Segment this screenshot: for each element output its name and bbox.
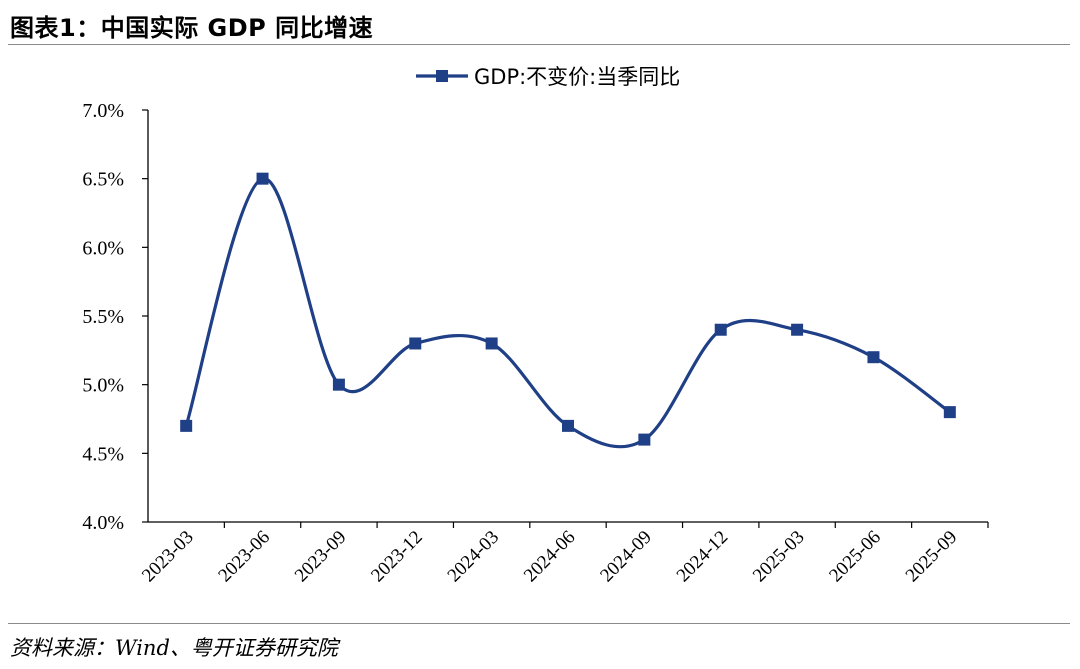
y-tick-label: 5.0% (82, 375, 124, 397)
chart-legend: GDP:不变价:当季同比 (416, 65, 680, 89)
data-point-marker (256, 172, 269, 185)
data-point-marker (332, 378, 345, 391)
data-point-marker (867, 351, 880, 364)
data-point-marker (791, 323, 804, 336)
chart-axes: 4.0% 4.5% 5.0% 5.5% 6.0% 6.5% 7.0% 2023-03 2023-… (82, 100, 989, 587)
x-tick-label: 2023-03 (138, 527, 198, 587)
x-tick-label: 2024-09 (596, 527, 656, 587)
data-point-marker (943, 406, 956, 419)
x-tick-label: 2024-03 (444, 527, 504, 587)
data-point-marker (714, 323, 727, 336)
series-line (184, 177, 951, 449)
x-tick-label: 2023-09 (291, 527, 351, 587)
title-divider (8, 44, 1070, 45)
data-point-marker (180, 419, 193, 432)
x-tick-label: 2024-06 (520, 527, 580, 587)
data-point-marker (409, 337, 422, 350)
legend-label: GDP:不变价:当季同比 (474, 65, 680, 89)
legend-marker (436, 70, 448, 82)
x-tick-label: 2023-12 (367, 527, 427, 587)
figure-title: 图表1：中国实际 GDP 同比增速 (10, 14, 374, 42)
source-divider (8, 623, 1070, 624)
y-tick-label: 4.0% (82, 512, 124, 534)
y-tick-label: 5.5% (82, 306, 124, 328)
data-point-marker (562, 419, 574, 432)
x-tick-label: 2025-06 (825, 527, 885, 587)
y-tick-label: 7.0% (82, 100, 124, 122)
y-tick-label: 6.0% (82, 237, 124, 259)
x-tick-label: 2024-12 (673, 527, 733, 587)
x-tick-label: 2025-09 (902, 527, 962, 587)
source-note: 资料来源：Wind、粤开证券研究院 (10, 636, 338, 660)
chart-series (180, 172, 956, 449)
y-tick-label: 6.5% (82, 169, 124, 191)
x-tick-label: 2025-03 (749, 527, 809, 587)
data-point-marker (485, 337, 498, 350)
x-tick-label: 2023-06 (214, 527, 274, 587)
y-tick-label: 4.5% (82, 443, 124, 465)
data-point-marker (638, 433, 651, 446)
